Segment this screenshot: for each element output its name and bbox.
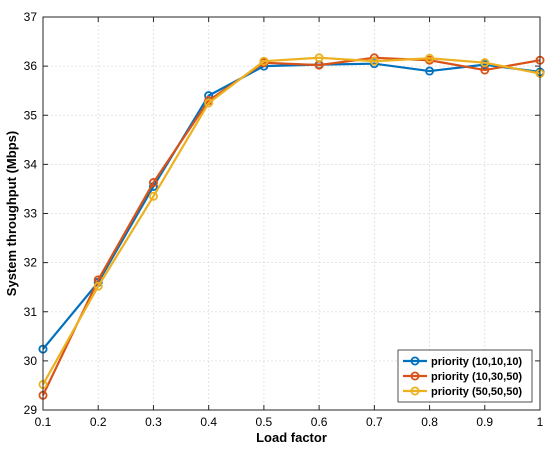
legend-item: priority (10,10,10): [403, 356, 522, 368]
data-point: [425, 66, 435, 76]
legend-swatch-marker: [410, 371, 420, 381]
x-tick-label: 0.9: [476, 415, 493, 429]
y-axis-label: System throughput (Mbps): [4, 131, 19, 296]
data-point: [480, 58, 490, 68]
legend-item: priority (10,30,50): [403, 371, 522, 383]
y-tick-label: 36: [24, 59, 38, 73]
y-tick-label: 29: [24, 403, 38, 417]
x-tick-label: 0.4: [200, 415, 217, 429]
legend-item: priority (50,50,50): [403, 386, 522, 398]
legend-swatch-marker: [410, 386, 420, 396]
series-line: [42, 62, 541, 350]
y-tick-label: 30: [24, 354, 38, 368]
x-axis-ticks: 0.1 0.2 0.3 0.4 0.5 0.6 0.7 0.8 0.9 1: [35, 17, 544, 429]
data-point: [93, 281, 103, 291]
x-axis-label: Load factor: [256, 430, 327, 445]
legend-label: priority (50,50,50): [431, 386, 522, 398]
data-point: [314, 53, 324, 63]
data-point: [148, 178, 158, 188]
series-line: [42, 56, 541, 385]
x-tick-label: 0.7: [366, 415, 383, 429]
y-tick-label: 35: [24, 108, 38, 122]
legend-label: priority (10,30,50): [431, 371, 522, 383]
x-tick-label: 0.3: [145, 415, 162, 429]
data-point: [425, 53, 435, 63]
y-tick-label: 33: [24, 207, 38, 221]
x-tick-label: 0.6: [311, 415, 328, 429]
data-point: [204, 98, 214, 108]
x-tick-label: 1: [537, 415, 544, 429]
legend-label: priority (10,10,10): [431, 356, 522, 368]
x-tick-label: 0.5: [256, 415, 273, 429]
x-tick-label: 0.2: [90, 415, 107, 429]
legend-swatch-marker: [410, 356, 420, 366]
x-tick-label: 0.8: [421, 415, 438, 429]
y-tick-label: 31: [24, 305, 38, 319]
y-tick-label: 37: [24, 10, 38, 24]
data-point: [369, 56, 379, 66]
x-tick-label: 0.1: [35, 415, 52, 429]
legend: priority (10,10,10) priority (10,30,50) pr…: [397, 349, 533, 403]
y-axis-ticks: 29 30 31 32 33 34 35 36 37: [24, 10, 540, 417]
data-point: [148, 191, 158, 201]
y-tick-label: 32: [24, 256, 38, 270]
series-line: [42, 56, 541, 396]
series-layer: [38, 53, 545, 400]
series-3: [38, 53, 545, 389]
y-tick-label: 34: [24, 157, 38, 171]
data-point: [259, 56, 269, 66]
